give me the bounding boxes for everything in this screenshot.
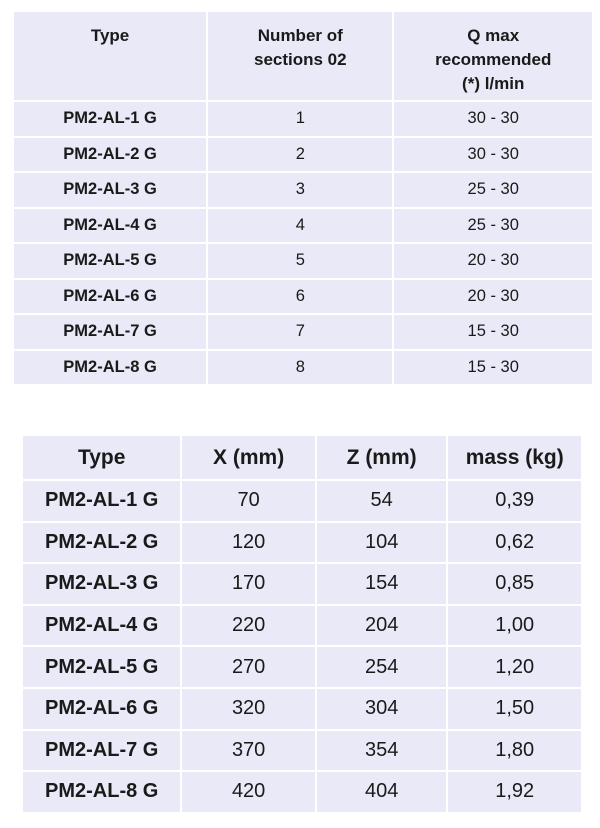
cell-x: 270 bbox=[182, 647, 315, 687]
cell-x: 220 bbox=[182, 605, 315, 646]
cell-mass: 0,39 bbox=[448, 481, 581, 521]
table-row: PM2-AL-2 G 120 104 0,62 bbox=[23, 522, 581, 563]
table-row: PM2-AL-7 G 370 354 1,80 bbox=[23, 730, 581, 771]
cell-type: PM2-AL-8 G bbox=[14, 350, 207, 384]
table-row: PM2-AL-4 G 4 25 - 30 bbox=[14, 208, 592, 242]
table-row: PM2-AL-1 G 70 54 0,39 bbox=[23, 481, 581, 521]
cell-qmax: 30 - 30 bbox=[394, 137, 592, 171]
cell-mass: 0,85 bbox=[448, 564, 581, 604]
cell-type: PM2-AL-6 G bbox=[23, 688, 181, 729]
header-x: X (mm) bbox=[182, 436, 315, 479]
cell-qmax: 20 - 30 bbox=[394, 244, 592, 278]
header-qmax: Q max recommended (*) l/min bbox=[394, 12, 592, 100]
cell-sections: 3 bbox=[208, 173, 393, 207]
header-sections-line1: Number of bbox=[257, 26, 343, 45]
cell-sections: 7 bbox=[208, 315, 393, 349]
cell-z: 204 bbox=[316, 605, 447, 646]
cell-mass: 1,20 bbox=[448, 647, 581, 687]
table-row: PM2-AL-3 G 3 25 - 30 bbox=[14, 173, 592, 207]
cell-x: 370 bbox=[182, 730, 315, 771]
cell-z: 304 bbox=[316, 688, 447, 729]
cell-type: PM2-AL-3 G bbox=[23, 564, 181, 604]
cell-type: PM2-AL-1 G bbox=[23, 481, 181, 521]
cell-type: PM2-AL-3 G bbox=[14, 173, 207, 207]
cell-z: 54 bbox=[316, 481, 447, 521]
dimensions-table-header-row: Type X (mm) Z (mm) mass (kg) bbox=[23, 436, 581, 479]
cell-qmax: 30 - 30 bbox=[394, 102, 592, 136]
cell-x: 320 bbox=[182, 688, 315, 729]
cell-type: PM2-AL-1 G bbox=[14, 102, 207, 136]
cell-sections: 4 bbox=[208, 208, 393, 242]
cell-type: PM2-AL-8 G bbox=[23, 772, 181, 812]
table-row: PM2-AL-3 G 170 154 0,85 bbox=[23, 564, 581, 604]
header-sections: Number of sections 02 bbox=[208, 12, 393, 100]
table-row: PM2-AL-7 G 7 15 - 30 bbox=[14, 315, 592, 349]
cell-type: PM2-AL-4 G bbox=[23, 605, 181, 646]
cell-mass: 0,62 bbox=[448, 522, 581, 563]
cell-qmax: 25 - 30 bbox=[394, 173, 592, 207]
cell-qmax: 15 - 30 bbox=[394, 315, 592, 349]
header-qmax-line3: (*) l/min bbox=[462, 74, 525, 93]
header-type: Type bbox=[14, 12, 207, 100]
cell-type: PM2-AL-4 G bbox=[14, 208, 207, 242]
cell-mass: 1,80 bbox=[448, 730, 581, 771]
table-row: PM2-AL-2 G 2 30 - 30 bbox=[14, 137, 592, 171]
table-row: PM2-AL-5 G 270 254 1,20 bbox=[23, 647, 581, 687]
cell-type: PM2-AL-2 G bbox=[23, 522, 181, 563]
table-row: PM2-AL-8 G 420 404 1,92 bbox=[23, 772, 581, 812]
cell-z: 104 bbox=[316, 522, 447, 563]
cell-type: PM2-AL-7 G bbox=[14, 315, 207, 349]
flow-table: Type Number of sections 02 Q max recomme… bbox=[12, 10, 594, 386]
flow-table-header-row: Type Number of sections 02 Q max recomme… bbox=[14, 12, 592, 100]
table-row: PM2-AL-4 G 220 204 1,00 bbox=[23, 605, 581, 646]
cell-type: PM2-AL-6 G bbox=[14, 279, 207, 313]
header-z: Z (mm) bbox=[316, 436, 447, 479]
cell-type: PM2-AL-5 G bbox=[14, 244, 207, 278]
header-sections-line2: sections 02 bbox=[253, 50, 347, 69]
cell-sections: 5 bbox=[208, 244, 393, 278]
cell-mass: 1,92 bbox=[448, 772, 581, 812]
cell-z: 354 bbox=[316, 730, 447, 771]
cell-x: 70 bbox=[182, 481, 315, 521]
header-type: Type bbox=[23, 436, 181, 479]
cell-type: PM2-AL-5 G bbox=[23, 647, 181, 687]
cell-type: PM2-AL-7 G bbox=[23, 730, 181, 771]
table-row: PM2-AL-1 G 1 30 - 30 bbox=[14, 102, 592, 136]
cell-z: 254 bbox=[316, 647, 447, 687]
table-row: PM2-AL-6 G 320 304 1,50 bbox=[23, 688, 581, 729]
cell-qmax: 15 - 30 bbox=[394, 350, 592, 384]
cell-x: 120 bbox=[182, 522, 315, 563]
cell-qmax: 25 - 30 bbox=[394, 208, 592, 242]
cell-z: 154 bbox=[316, 564, 447, 604]
cell-z: 404 bbox=[316, 772, 447, 812]
table-row: PM2-AL-6 G 6 20 - 30 bbox=[14, 279, 592, 313]
table-row: PM2-AL-8 G 8 15 - 30 bbox=[14, 350, 592, 384]
cell-sections: 1 bbox=[208, 102, 393, 136]
header-qmax-line1: Q max bbox=[467, 26, 520, 45]
cell-sections: 8 bbox=[208, 350, 393, 384]
cell-mass: 1,50 bbox=[448, 688, 581, 729]
cell-qmax: 20 - 30 bbox=[394, 279, 592, 313]
table-row: PM2-AL-5 G 5 20 - 30 bbox=[14, 244, 592, 278]
cell-mass: 1,00 bbox=[448, 605, 581, 646]
header-mass: mass (kg) bbox=[448, 436, 581, 479]
cell-x: 420 bbox=[182, 772, 315, 812]
cell-x: 170 bbox=[182, 564, 315, 604]
cell-sections: 6 bbox=[208, 279, 393, 313]
header-qmax-line2: recommended bbox=[435, 50, 552, 69]
cell-type: PM2-AL-2 G bbox=[14, 137, 207, 171]
cell-sections: 2 bbox=[208, 137, 393, 171]
